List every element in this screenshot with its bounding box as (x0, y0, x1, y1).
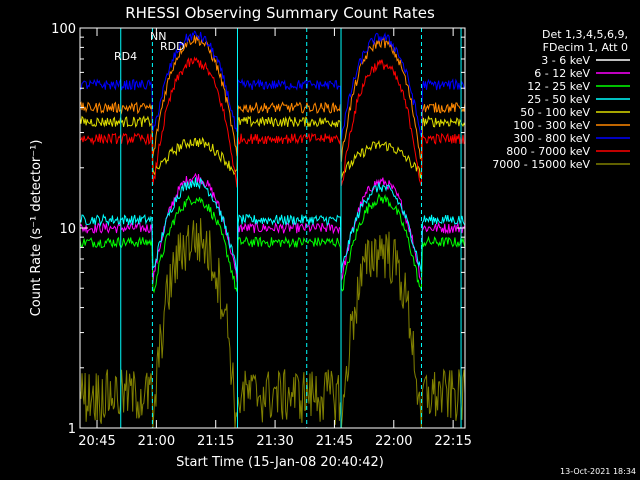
chart-title: RHESSI Observing Summary Count Rates (125, 4, 435, 22)
x-tick-label-6: 22:15 (434, 434, 471, 449)
y-tick-label-1: 10 (59, 222, 76, 237)
legend-entry-5: 100 - 300 keV (513, 119, 590, 132)
legend-header-0: Det 1,3,4,5,6,9, (542, 28, 628, 41)
legend: Det 1,3,4,5,6,9,FDecim 1, Att 03 - 6 keV… (492, 28, 630, 171)
series-line-7 (79, 56, 466, 188)
flag-label-1: RDD (160, 40, 185, 53)
x-tick-label-4: 21:45 (316, 434, 353, 449)
legend-entry-2: 12 - 25 keV (527, 80, 590, 93)
x-tick-label-5: 22:00 (375, 434, 412, 449)
plot-timestamp: 13-Oct-2021 18:34 (560, 467, 636, 476)
series-line-1 (79, 172, 466, 284)
legend-entry-7: 800 - 7000 keV (506, 145, 590, 158)
legend-entry-1: 6 - 12 keV (534, 67, 590, 80)
y-tick-label-0: 1 (68, 422, 76, 437)
x-tick-label-2: 21:15 (197, 434, 234, 449)
flag-label-0: NN (150, 30, 166, 43)
y-axis-label: Count Rate (s⁻¹ detector⁻¹) (29, 140, 44, 317)
x-tick-label-0: 20:45 (78, 434, 115, 449)
x-tick-label-1: 21:00 (138, 434, 175, 449)
x-tick-label-3: 21:30 (256, 434, 293, 449)
x-axis-label: Start Time (15-Jan-08 20:40:42) (176, 455, 384, 470)
legend-entry-6: 300 - 800 keV (513, 132, 590, 145)
series-line-6 (79, 30, 466, 140)
y-axis: 1 10 100 (51, 22, 465, 437)
legend-entry-0: 3 - 6 keV (541, 54, 590, 67)
legend-header-1: FDecim 1, Att 0 (543, 41, 628, 54)
series-line-2 (79, 192, 466, 294)
series-line-8 (79, 218, 466, 429)
series-line-5 (79, 35, 466, 162)
legend-entry-8: 7000 - 15000 keV (492, 158, 590, 171)
series-line-3 (79, 177, 466, 274)
y-tick-label-2: 100 (51, 22, 76, 37)
legend-entry-3: 25 - 50 keV (527, 93, 590, 106)
series-line-4 (79, 115, 466, 179)
series-line-0 (79, 165, 466, 400)
x-axis: 20:45 21:00 21:15 21:30 21:45 22:00 22:15 (78, 28, 472, 449)
plot-series (79, 30, 466, 429)
legend-entry-4: 50 - 100 keV (520, 106, 590, 119)
flag-label-2: RD4 (114, 50, 137, 63)
